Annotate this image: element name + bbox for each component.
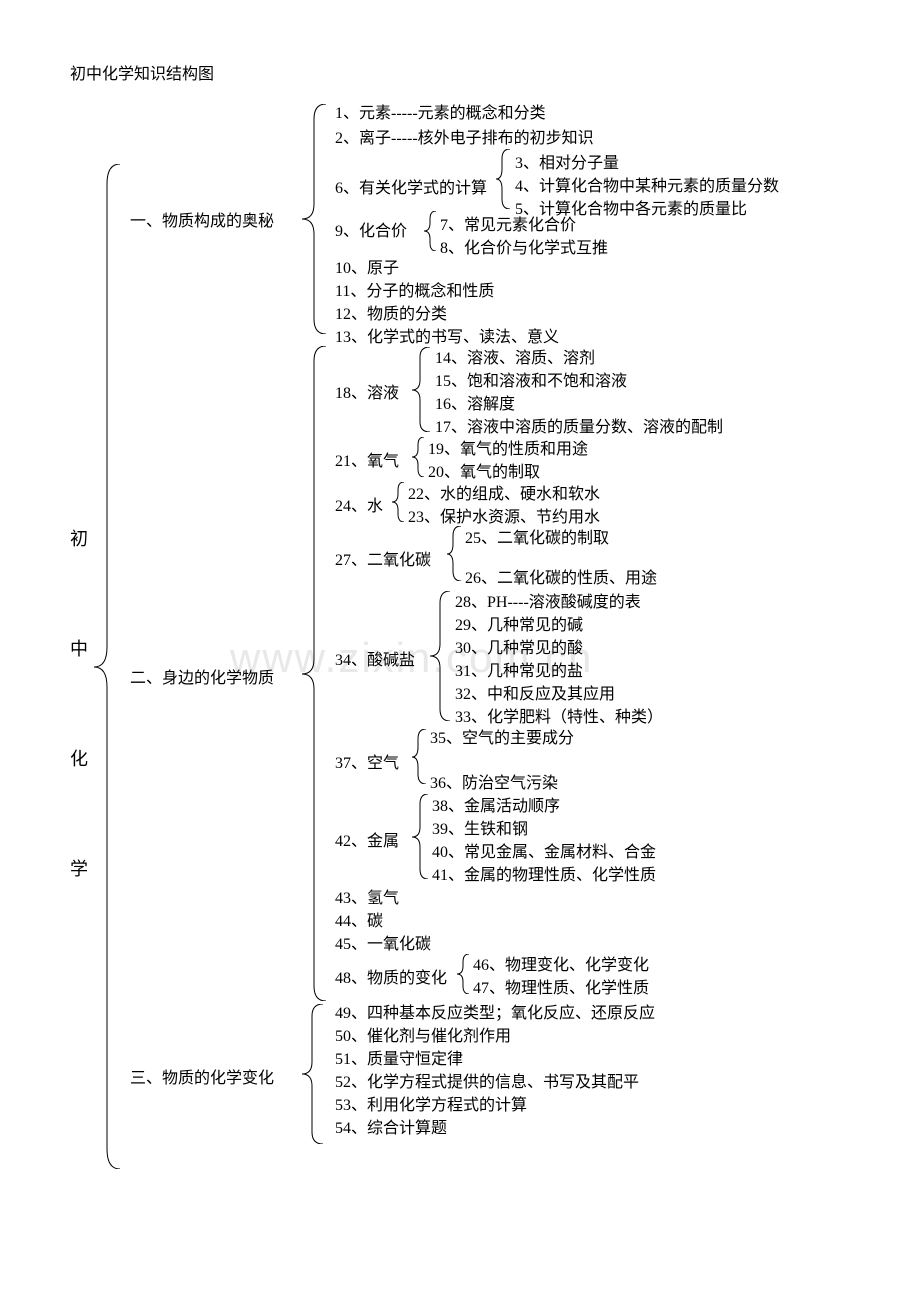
item-36: 36、防治空气污染: [430, 769, 558, 793]
item-51: 51、质量守恒定律: [335, 1045, 463, 1069]
item-1: 1、元素-----元素的概念和分类: [335, 99, 546, 123]
item-42: 42、金属: [335, 827, 399, 851]
brace-9: [422, 211, 438, 251]
brace-27: [445, 526, 463, 581]
section-1-label: 一、物质构成的奥秘: [130, 207, 274, 231]
item-44: 44、碳: [335, 907, 383, 931]
page-title: 初中化学知识结构图: [70, 60, 850, 84]
item-26: 26、二氧化碳的性质、用途: [465, 564, 657, 588]
item-14: 14、溶液、溶质、溶剂: [435, 344, 595, 368]
item-48: 48、物质的变化: [335, 964, 447, 988]
brace-48: [455, 954, 471, 994]
item-12: 12、物质的分类: [335, 300, 447, 324]
item-3: 3、相对分子量: [515, 149, 619, 173]
item-43: 43、氢气: [335, 884, 399, 908]
section-3-label: 三、物质的化学变化: [130, 1064, 274, 1088]
item-29: 29、几种常见的碱: [455, 611, 583, 635]
section-2-label: 二、身边的化学物质: [130, 664, 274, 688]
brace-34: [428, 591, 452, 721]
item-39: 39、生铁和钢: [432, 815, 528, 839]
item-20: 20、氧气的制取: [428, 458, 540, 482]
item-38: 38、金属活动顺序: [432, 792, 560, 816]
item-37: 37、空气: [335, 749, 399, 773]
item-11: 11、分子的概念和性质: [335, 277, 494, 301]
item-30: 30、几种常见的酸: [455, 634, 583, 658]
item-19: 19、氧气的性质和用途: [428, 435, 588, 459]
item-34: 34、酸碱盐: [335, 646, 415, 670]
item-28: 28、PH----溶液酸碱度的表: [455, 588, 641, 612]
brace-s3: [300, 1004, 325, 1144]
item-47: 47、物理性质、化学性质: [473, 974, 649, 998]
item-40: 40、常见金属、金属材料、合金: [432, 838, 656, 862]
item-52: 52、化学方程式提供的信息、书写及其配平: [335, 1068, 639, 1092]
item-10: 10、原子: [335, 254, 399, 278]
item-22: 22、水的组成、硬水和软水: [408, 480, 600, 504]
item-50: 50、催化剂与催化剂作用: [335, 1022, 511, 1046]
item-21: 21、氧气: [335, 447, 399, 471]
brace-37: [410, 729, 428, 784]
brace-root: [92, 164, 122, 1169]
item-54: 54、综合计算题: [335, 1114, 447, 1138]
item-7: 7、常见元素化合价: [440, 211, 576, 235]
brace-24: [390, 482, 406, 522]
item-9: 9、化合价: [335, 217, 407, 241]
brace-18: [410, 347, 432, 432]
item-2: 2、离子-----核外电子排布的初步知识: [335, 124, 594, 148]
brace-21: [410, 437, 426, 477]
item-18: 18、溶液: [335, 379, 399, 403]
item-32: 32、中和反应及其应用: [455, 680, 615, 704]
item-53: 53、利用化学方程式的计算: [335, 1091, 527, 1115]
root-char: 学: [70, 814, 90, 924]
tree-diagram: www.zixin.com.cn 初 中 化 学 一、物质构成的奥秘 1、元素-…: [70, 104, 850, 1254]
root-char: 化: [70, 704, 90, 814]
brace-6: [494, 149, 512, 209]
item-8: 8、化合价与化学式互推: [440, 234, 608, 258]
root-char: 中: [70, 594, 90, 704]
root-char: 初: [70, 484, 90, 594]
item-24: 24、水: [335, 492, 383, 516]
item-15: 15、饱和溶液和不饱和溶液: [435, 367, 627, 391]
item-49: 49、四种基本反应类型；氧化反应、还原反应: [335, 999, 655, 1023]
item-17: 17、溶液中溶质的质量分数、溶液的配制: [435, 413, 723, 437]
item-4: 4、计算化合物中某种元素的质量分数: [515, 172, 779, 196]
item-45: 45、一氧化碳: [335, 930, 431, 954]
brace-s2: [300, 346, 328, 1001]
item-46: 46、物理变化、化学变化: [473, 951, 649, 975]
brace-42: [410, 794, 430, 879]
brace-s1: [300, 104, 328, 334]
item-16: 16、溶解度: [435, 390, 515, 414]
item-27: 27、二氧化碳: [335, 546, 431, 570]
item-41: 41、金属的物理性质、化学性质: [432, 861, 656, 885]
item-6: 6、有关化学式的计算: [335, 174, 487, 198]
item-31: 31、几种常见的盐: [455, 657, 583, 681]
item-25: 25、二氧化碳的制取: [465, 524, 609, 548]
root-label: 初 中 化 学: [70, 484, 90, 924]
item-35: 35、空气的主要成分: [430, 724, 574, 748]
